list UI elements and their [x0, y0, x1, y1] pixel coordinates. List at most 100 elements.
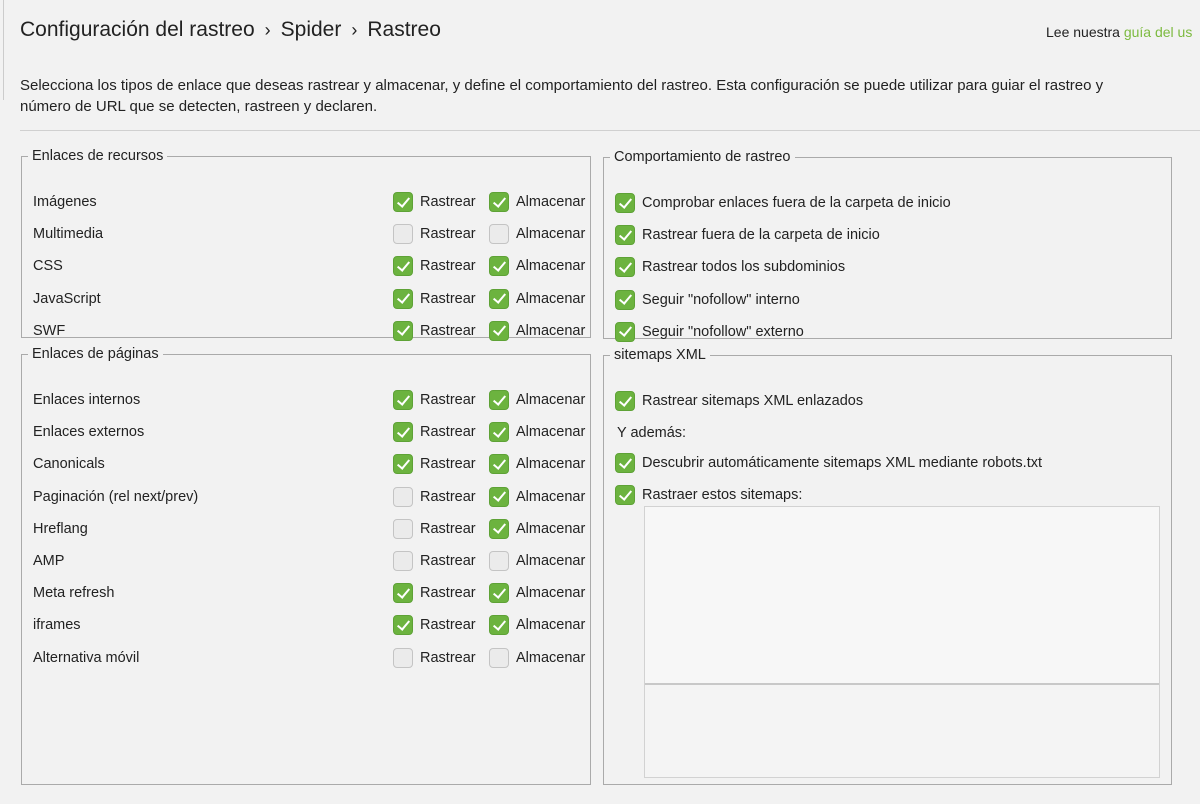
user-guide-note: Lee nuestra guía del us	[1046, 24, 1192, 40]
crawl-checkbox[interactable]: Rastrear	[393, 551, 476, 571]
crawl-checkbox[interactable]: Rastrear	[393, 615, 476, 636]
crawl-checkbox[interactable]: Rastrear	[393, 486, 476, 507]
checkbox[interactable]	[393, 320, 413, 341]
crawl-checkbox[interactable]: Rastrear	[393, 518, 476, 539]
splitter[interactable]	[645, 683, 1159, 685]
breadcrumb-item[interactable]: Spider	[280, 18, 342, 41]
checkbox[interactable]	[489, 583, 509, 604]
checkbox[interactable]	[615, 453, 635, 473]
store-checkbox[interactable]: Almacenar	[489, 583, 585, 604]
link-type-row: AMP Rastrear Almacenar	[33, 549, 585, 573]
store-checkbox[interactable]: Almacenar	[489, 192, 585, 212]
checkbox[interactable]	[393, 615, 413, 636]
checkbox[interactable]	[489, 551, 509, 571]
crawl-checkbox[interactable]: Rastrear	[393, 647, 476, 668]
checkbox[interactable]	[393, 288, 413, 309]
checkbox[interactable]	[393, 486, 413, 507]
checkbox[interactable]	[489, 192, 509, 212]
crawl-label: Rastrear	[420, 392, 476, 408]
link-type-row: Imágenes Rastrear Almacenar	[33, 190, 585, 214]
behaviour-checkbox[interactable]: Seguir "nofollow" externo	[615, 320, 804, 344]
checkbox[interactable]	[489, 390, 509, 410]
store-checkbox[interactable]: Almacenar	[489, 320, 585, 341]
store-checkbox[interactable]: Almacenar	[489, 224, 586, 245]
store-checkbox[interactable]: Almacenar	[489, 288, 586, 309]
store-label: Almacenar	[516, 424, 586, 441]
behaviour-checkbox[interactable]: Rastrear fuera de la carpeta de inicio	[615, 223, 880, 247]
store-label: Almacenar	[516, 226, 586, 243]
link-type-row: JavaScript Rastrear Almacenar	[33, 287, 586, 311]
checkbox[interactable]	[615, 391, 635, 411]
link-type-label: SWF	[33, 322, 66, 339]
store-label: Almacenar	[516, 488, 586, 505]
crawl-checkbox[interactable]: Rastrear	[393, 192, 476, 212]
checkbox[interactable]	[615, 225, 635, 246]
checkbox-label: Descubrir automáticamente sitemaps XML m…	[642, 455, 1042, 471]
store-label: Almacenar	[516, 290, 586, 307]
store-label: Almacenar	[516, 553, 586, 569]
crawl-linked-sitemaps-checkbox[interactable]: Rastrear sitemaps XML enlazados	[615, 389, 863, 413]
store-checkbox[interactable]: Almacenar	[489, 486, 586, 507]
crawl-checkbox[interactable]: Rastrear	[393, 390, 476, 410]
discover-sitemaps-checkbox[interactable]: Descubrir automáticamente sitemaps XML m…	[615, 451, 1042, 475]
checkbox[interactable]	[393, 647, 413, 668]
store-label: Almacenar	[516, 194, 586, 210]
crawl-checkbox[interactable]: Rastrear	[393, 224, 476, 245]
group-title: Comportamiento de rastreo	[614, 149, 791, 165]
behaviour-checkbox[interactable]: Comprobar enlaces fuera de la carpeta de…	[615, 191, 951, 215]
checkbox[interactable]	[489, 454, 509, 475]
crawl-label: Rastrear	[420, 194, 476, 210]
checkbox[interactable]	[489, 486, 509, 507]
checkbox[interactable]	[489, 224, 509, 245]
crawl-checkbox[interactable]: Rastrear	[393, 288, 476, 309]
store-checkbox[interactable]: Almacenar	[489, 422, 586, 443]
checkbox[interactable]	[615, 485, 635, 505]
store-checkbox[interactable]: Almacenar	[489, 518, 586, 539]
link-type-row: Canonicals Rastrear Almacenar	[33, 452, 585, 476]
checkbox[interactable]	[393, 390, 413, 410]
behaviour-checkbox[interactable]: Rastrear todos los subdominios	[615, 255, 845, 279]
checkbox[interactable]	[393, 224, 413, 245]
store-checkbox[interactable]: Almacenar	[489, 615, 585, 636]
crawl-checkbox[interactable]: Rastrear	[393, 256, 476, 277]
checkbox[interactable]	[393, 454, 413, 475]
checkbox[interactable]	[615, 257, 635, 278]
checkbox[interactable]	[393, 256, 413, 277]
checkbox[interactable]	[393, 422, 413, 443]
crawl-checkbox[interactable]: Rastrear	[393, 454, 476, 475]
checkbox[interactable]	[489, 288, 509, 309]
store-checkbox[interactable]: Almacenar	[489, 647, 585, 668]
link-type-row: Enlaces externos Rastrear Almacenar	[33, 420, 586, 444]
crawl-checkbox[interactable]: Rastrear	[393, 422, 476, 443]
checkbox[interactable]	[615, 193, 635, 213]
checkbox[interactable]	[393, 192, 413, 212]
crawl-label: Rastrear	[420, 290, 476, 307]
checkbox[interactable]	[393, 551, 413, 571]
store-checkbox[interactable]: Almacenar	[489, 256, 585, 277]
description-line: Selecciona los tipos de enlace que desea…	[20, 77, 1104, 94]
breadcrumb-item[interactable]: Configuración del rastreo	[20, 18, 255, 41]
checkbox[interactable]	[393, 518, 413, 539]
store-checkbox[interactable]: Almacenar	[489, 390, 585, 410]
store-checkbox[interactable]: Almacenar	[489, 551, 585, 571]
store-checkbox[interactable]: Almacenar	[489, 454, 585, 475]
user-guide-link[interactable]: guía del us	[1123, 24, 1193, 40]
checkbox[interactable]	[615, 321, 635, 342]
checkbox[interactable]	[489, 320, 509, 341]
sitemaps-textarea[interactable]	[644, 506, 1160, 778]
crawl-these-sitemaps-checkbox[interactable]: Rastraer estos sitemaps:	[615, 483, 802, 507]
checkbox[interactable]	[489, 615, 509, 636]
behaviour-checkbox[interactable]: Seguir "nofollow" interno	[615, 288, 800, 312]
crawl-label: Rastrear	[420, 226, 476, 243]
checkbox[interactable]	[489, 422, 509, 443]
checkbox[interactable]	[489, 518, 509, 539]
checkbox[interactable]	[615, 289, 635, 310]
checkbox[interactable]	[393, 583, 413, 604]
crawl-checkbox[interactable]: Rastrear	[393, 583, 476, 604]
crawl-checkbox[interactable]: Rastrear	[393, 320, 476, 341]
store-label: Almacenar	[516, 520, 586, 537]
checkbox[interactable]	[489, 647, 509, 668]
link-type-label: CSS	[33, 258, 63, 275]
crawl-label: Rastrear	[420, 520, 476, 537]
checkbox[interactable]	[489, 256, 509, 277]
